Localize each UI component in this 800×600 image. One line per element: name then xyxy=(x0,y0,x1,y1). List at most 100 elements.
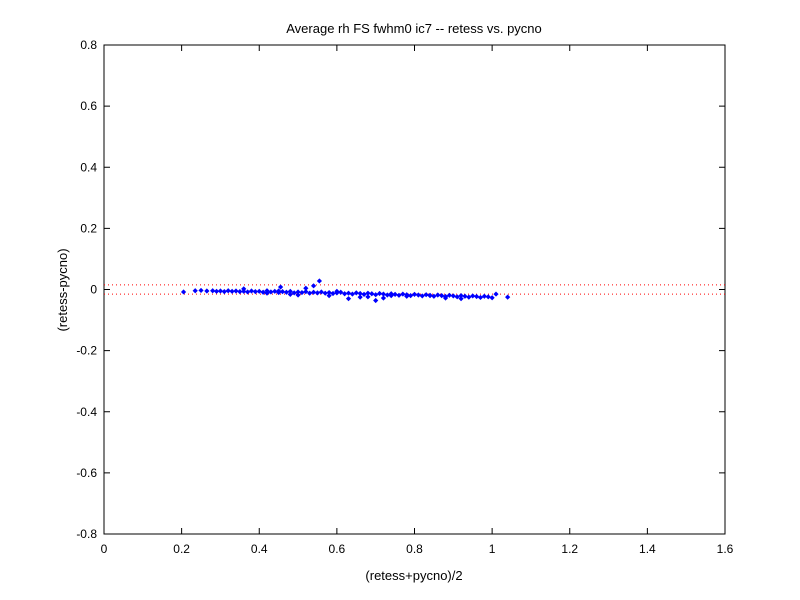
data-point xyxy=(450,293,456,299)
data-points xyxy=(180,278,511,304)
data-point xyxy=(384,292,390,298)
data-point xyxy=(310,289,317,295)
data-point xyxy=(365,290,371,296)
data-point xyxy=(326,293,332,299)
data-point xyxy=(485,294,491,300)
data-point xyxy=(489,295,495,301)
data-point xyxy=(295,292,301,298)
data-point xyxy=(338,289,344,295)
data-point xyxy=(279,289,286,295)
data-point xyxy=(435,292,441,298)
data-point xyxy=(252,289,258,295)
data-point xyxy=(326,289,332,296)
data-point xyxy=(408,293,414,299)
data-point xyxy=(415,292,421,298)
data-point xyxy=(245,289,251,295)
data-point xyxy=(419,293,425,299)
data-point xyxy=(477,294,484,301)
data-point xyxy=(466,294,472,300)
data-point xyxy=(442,295,449,301)
data-point xyxy=(192,288,198,294)
data-point xyxy=(454,294,460,300)
x-axis-label: (retess+pycno)/2 xyxy=(365,568,462,583)
data-point xyxy=(256,288,262,294)
data-point xyxy=(369,291,375,297)
data-point xyxy=(439,293,445,299)
data-point xyxy=(322,290,328,296)
data-point xyxy=(361,291,367,297)
data-point xyxy=(481,293,487,299)
x-tick-label: 1.4 xyxy=(639,542,656,556)
data-point xyxy=(392,291,398,297)
data-point xyxy=(400,291,406,297)
y-axis-label: (retess-pycno) xyxy=(55,248,70,331)
data-point xyxy=(198,287,204,294)
y-tick-label: 0.4 xyxy=(80,160,97,174)
data-point xyxy=(373,297,379,304)
data-point xyxy=(233,288,239,294)
data-point xyxy=(334,288,340,294)
data-point xyxy=(342,291,348,297)
x-tick-label: 0.8 xyxy=(406,542,423,556)
data-point xyxy=(277,284,284,290)
chart-title: Average rh FS fwhm0 ic7 -- retess vs. py… xyxy=(286,21,542,36)
data-point xyxy=(314,290,321,296)
data-point xyxy=(345,290,352,296)
data-point xyxy=(295,289,301,295)
data-point xyxy=(505,294,511,300)
x-tick-label: 0.2 xyxy=(173,542,190,556)
data-point xyxy=(217,288,224,294)
data-point xyxy=(287,288,293,294)
x-tick-label: 0.4 xyxy=(251,542,268,556)
x-tick-label: 1.6 xyxy=(717,542,734,556)
data-point xyxy=(229,288,235,294)
x-tick-label: 0.6 xyxy=(329,542,346,556)
data-point xyxy=(462,293,468,299)
data-point xyxy=(221,289,227,295)
data-point xyxy=(357,294,363,300)
data-point xyxy=(225,288,231,294)
data-point xyxy=(330,290,336,297)
data-point xyxy=(318,289,324,295)
y-tick-label: 0.8 xyxy=(80,38,97,52)
data-point xyxy=(276,288,282,294)
data-point xyxy=(180,289,187,295)
data-point xyxy=(283,289,290,295)
data-point xyxy=(446,292,453,298)
data-point xyxy=(357,290,363,297)
y-tick-label: -0.4 xyxy=(76,405,97,419)
y-tick-label: -0.2 xyxy=(76,344,97,358)
data-point xyxy=(303,285,309,291)
x-tick-label: 1 xyxy=(489,542,496,556)
data-point xyxy=(316,278,323,284)
plot-area xyxy=(103,44,726,535)
data-point xyxy=(310,283,317,289)
data-point xyxy=(272,288,278,294)
data-point xyxy=(345,296,352,302)
data-point xyxy=(427,293,433,299)
data-point xyxy=(474,293,480,300)
y-tick-label: 0.6 xyxy=(80,99,97,113)
data-point xyxy=(404,293,410,299)
x-tick-label: 1.2 xyxy=(561,542,578,556)
data-point xyxy=(241,286,247,292)
x-tick-label: 0 xyxy=(101,542,108,556)
data-point xyxy=(237,289,243,295)
data-point xyxy=(373,292,379,298)
data-point xyxy=(307,290,313,296)
y-tick-label: 0.2 xyxy=(80,221,97,235)
data-point xyxy=(248,288,255,294)
data-point xyxy=(458,296,464,302)
y-tick-label: 0 xyxy=(90,283,97,297)
data-point xyxy=(349,291,355,297)
data-point xyxy=(380,295,387,301)
data-point xyxy=(287,291,293,297)
data-point xyxy=(353,290,359,296)
data-point xyxy=(431,293,437,299)
data-point xyxy=(411,291,418,297)
data-point xyxy=(299,289,305,296)
data-point xyxy=(388,293,394,299)
axis-ticks: 0 0.2 0.4 0.6 0.8 1 1.2 1.4 1.6 -0.8 -0.6 -0.4 -0.2 0… xyxy=(76,38,733,556)
data-point xyxy=(376,290,383,297)
